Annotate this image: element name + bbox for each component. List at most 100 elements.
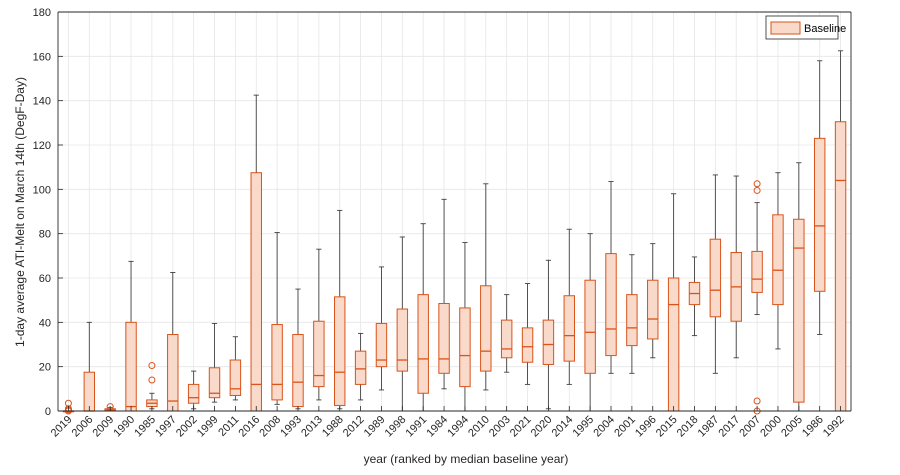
x-tick-label: 1987 (696, 414, 722, 440)
iqr-box (417, 294, 429, 394)
box-2003 (500, 294, 513, 373)
x-tick-label: 2021 (508, 414, 534, 440)
iqr-box (167, 334, 179, 412)
iqr-box (626, 294, 638, 347)
iqr-box (208, 367, 221, 399)
iqr-box (334, 296, 346, 406)
iqr-box (354, 350, 367, 385)
iqr-box (229, 359, 242, 396)
x-tick-label: 1996 (633, 414, 659, 440)
x-tick-label: 1999 (195, 414, 221, 440)
box-2001 (626, 254, 638, 374)
legend-label: Baseline (804, 23, 846, 35)
x-tick-label: 2001 (612, 414, 638, 440)
iqr-box (292, 334, 304, 408)
box-2017 (730, 175, 742, 359)
iqr-box (793, 218, 805, 403)
iqr-box (813, 137, 826, 292)
y-tick-label: 100 (33, 184, 51, 196)
x-tick-label: 2002 (174, 414, 200, 440)
iqr-box (83, 371, 96, 412)
iqr-box (250, 172, 262, 412)
iqr-box (313, 320, 325, 388)
iqr-box (375, 322, 388, 368)
y-tick-label: 120 (33, 140, 51, 152)
iqr-box (772, 214, 784, 306)
box-1996 (647, 243, 659, 359)
y-tick-label: 180 (33, 7, 51, 19)
x-tick-label: 1984 (424, 414, 450, 440)
x-tick-label: 2005 (779, 414, 805, 440)
box-2021 (521, 283, 534, 385)
outlier-point (148, 362, 156, 370)
x-tick-label: 2015 (654, 414, 680, 440)
x-axis-label: year (ranked by median baseline year) (364, 452, 569, 466)
legend: Baseline (765, 15, 846, 40)
x-tick-label: 1992 (821, 414, 847, 440)
iqr-box (584, 279, 596, 374)
box-1989 (375, 266, 388, 391)
axes (57, 11, 852, 412)
x-tick-label: 2018 (675, 414, 701, 440)
outlier-point (753, 397, 761, 405)
box-1994 (459, 242, 471, 412)
x-tick-label: 2017 (717, 414, 743, 440)
iqr-box (125, 321, 137, 412)
x-tick-label: 1989 (362, 414, 388, 440)
iqr-box (647, 279, 659, 340)
box-2018 (688, 256, 701, 337)
box-2008 (271, 232, 283, 405)
x-tick-label: 1993 (278, 414, 304, 440)
box-2020 (542, 259, 555, 410)
y-tick-label: 0 (45, 406, 51, 418)
iqr-box (542, 319, 555, 365)
box-2011 (229, 336, 242, 401)
outlier-point (753, 180, 761, 188)
box-2013 (313, 248, 325, 401)
x-tick-label: 2011 (216, 414, 241, 439)
iqr-box (667, 277, 680, 412)
x-tick-label: 1995 (570, 414, 596, 440)
outlier-point (148, 376, 156, 384)
box-2010 (480, 183, 492, 391)
box-1995 (584, 233, 596, 412)
box-1999 (208, 322, 221, 403)
iqr-box (500, 319, 513, 359)
iqr-box (438, 302, 450, 374)
y-tick-label: 20 (39, 362, 51, 374)
x-tick-label: 1991 (404, 414, 430, 440)
iqr-box (271, 324, 283, 401)
plot-background (58, 12, 851, 411)
box-2005 (793, 162, 805, 412)
x-tick-label: 2009 (90, 414, 116, 440)
iqr-box (396, 308, 409, 372)
y-axis-label: 1-day average ATI-Melt on March 14th (De… (13, 77, 27, 347)
x-tick-label: 2007 (737, 414, 763, 440)
legend-swatch (770, 21, 801, 35)
box-1984 (438, 198, 450, 390)
iqr-box (480, 285, 492, 372)
y-tick-label: 60 (39, 273, 51, 285)
y-tick-label: 140 (33, 96, 51, 108)
x-tick-label: 1986 (800, 414, 826, 440)
iqr-box (521, 327, 534, 363)
x-tick-label: 2000 (758, 414, 784, 440)
x-tick-label: 2020 (529, 414, 555, 440)
x-tick-label: 2013 (299, 414, 325, 440)
x-tick-label: 2010 (466, 414, 492, 440)
box-2004 (605, 181, 617, 374)
x-tick-label: 2014 (550, 414, 576, 440)
box-1986 (813, 60, 826, 335)
x-tick-label: 1994 (445, 414, 471, 440)
x-tick-label: 2003 (487, 414, 513, 440)
iqr-box (187, 383, 200, 404)
box-1987 (709, 174, 722, 374)
iqr-box (834, 121, 847, 412)
iqr-box (605, 253, 617, 357)
box-2012 (354, 332, 367, 401)
x-tick-label: 2019 (49, 414, 75, 440)
box-2000 (772, 172, 784, 350)
iqr-box (563, 295, 575, 362)
x-tick-label: 2004 (591, 414, 617, 440)
